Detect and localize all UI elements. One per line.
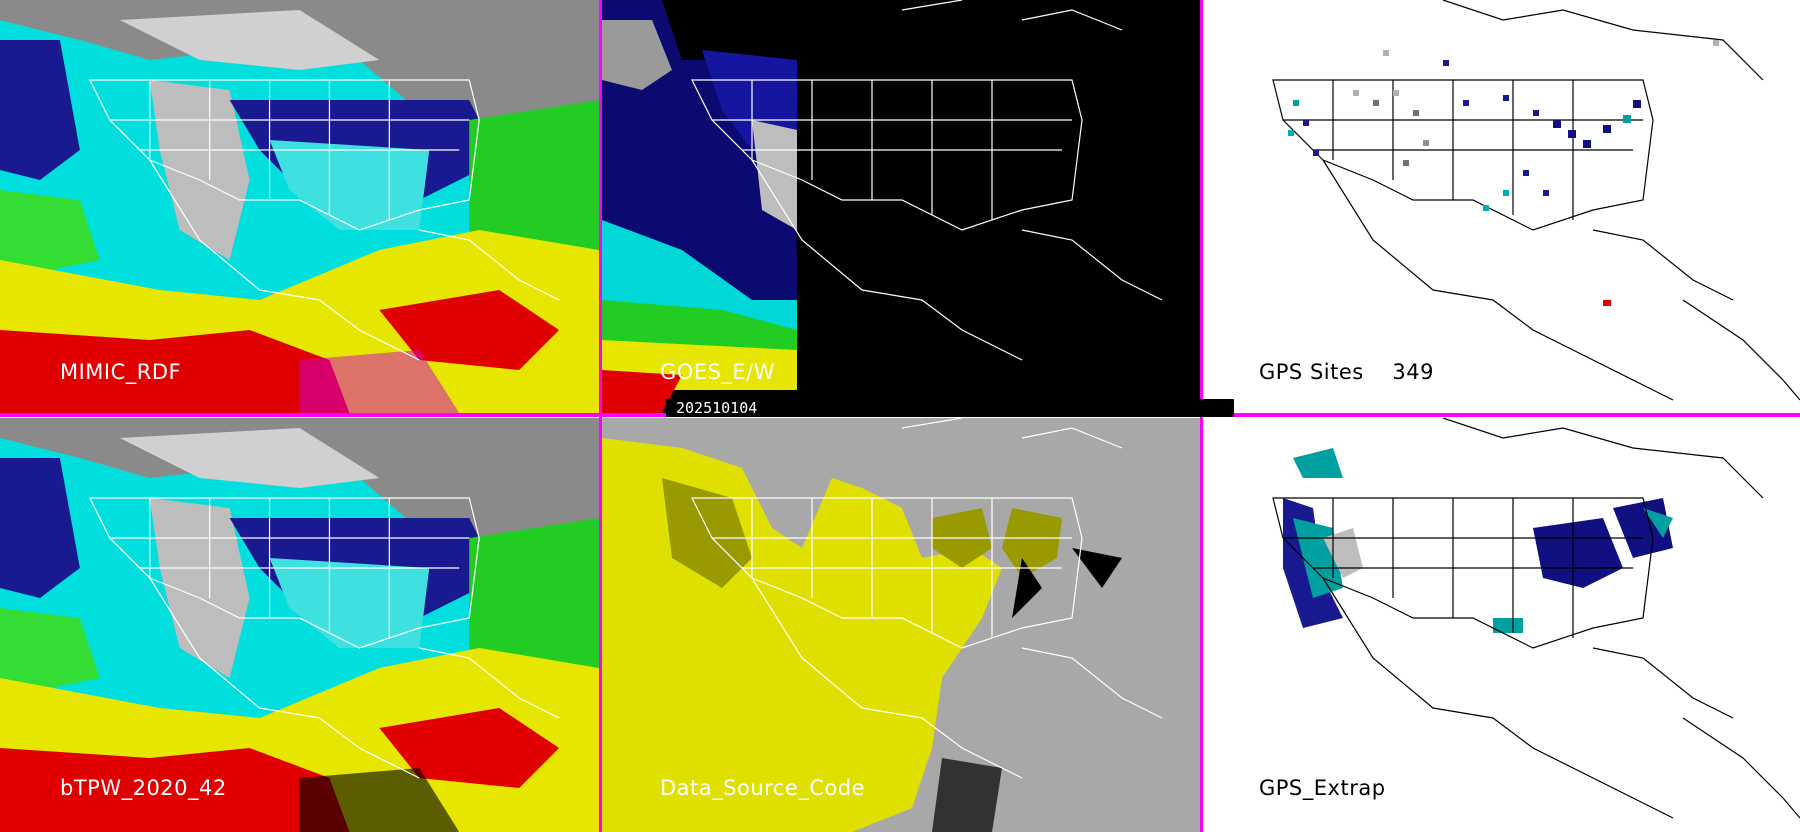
panel-gps-extrap: GPS_Extrap xyxy=(1203,418,1800,832)
date-stamp-text: 202510104 xyxy=(676,399,758,417)
date-stamp: 202510104 xyxy=(666,399,1234,417)
goes-map xyxy=(602,0,1200,413)
panel-goes-ew: GOES_E/W xyxy=(602,0,1200,413)
panel-label: bTPW_2020_42 xyxy=(60,776,227,800)
tpw-map-1 xyxy=(0,0,599,413)
gps-site-markers xyxy=(1288,40,1719,306)
panel-label: GPS Sites 349 xyxy=(1259,360,1434,384)
panel-mimic-rdf: MIMIC_RDF xyxy=(0,0,599,413)
panel-btpw: bTPW_2020_42 xyxy=(0,418,599,832)
gps-sites-map xyxy=(1272,0,1800,401)
panel-gps-sites: GPS Sites 349 xyxy=(1203,0,1800,413)
panel-label: Data_Source_Code xyxy=(660,776,866,800)
panel-data-source-code: Data_Source_Code xyxy=(602,418,1200,832)
panel-label: GOES_E/W xyxy=(660,360,776,384)
panel-label: MIMIC_RDF xyxy=(60,360,182,384)
panel-label: GPS_Extrap xyxy=(1259,776,1386,800)
tpw-map-2 xyxy=(0,418,599,832)
gps-extrap-map xyxy=(1272,418,1800,819)
data-source-map xyxy=(602,418,1200,832)
